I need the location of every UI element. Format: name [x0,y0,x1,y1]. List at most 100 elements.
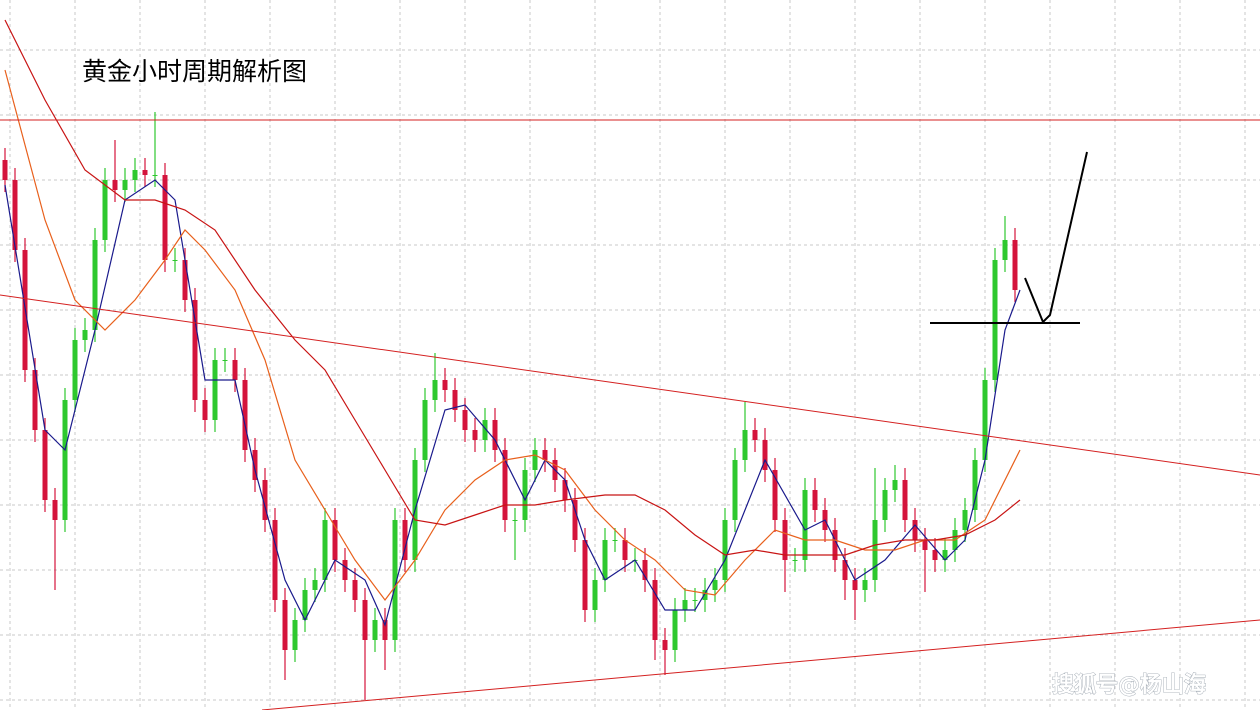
candle-body [532,450,538,470]
candle-body [762,440,768,470]
candle-body [812,490,818,510]
candle-body [752,430,758,440]
candle-body [2,160,8,180]
moving-average [4,179,1021,627]
candle-body [262,480,268,520]
candle-body [372,620,378,640]
candle-body [242,380,248,450]
candle-body [302,590,308,620]
trend-line-up [261,619,1260,710]
candle-body [772,470,778,520]
candle-body [232,360,238,380]
candle-body [202,400,208,420]
candle-body [172,260,178,261]
plot [2,19,1021,700]
candle-body [912,520,918,540]
moving-average [4,19,1021,556]
candle-body [992,260,998,380]
candle-body [292,620,298,650]
candle-body [212,360,218,420]
candle-body [462,410,468,430]
candle-body [1012,240,1018,290]
candle-body [682,600,688,610]
candle-body [192,300,198,400]
candle-body [72,340,78,400]
candle-body [712,580,718,590]
candle-body [592,580,598,610]
candle-body [452,390,458,410]
candle-body [782,520,788,560]
candle-body [1002,240,1008,260]
candle-body [672,610,678,650]
candle-body [122,180,128,190]
candle-body [692,600,698,601]
candle-body [652,580,658,640]
candle-body [432,380,438,400]
candle-body [492,420,498,450]
candle-body [542,450,548,460]
candle-body [702,590,708,600]
candle-body [832,530,838,560]
candle-body [42,430,48,500]
candle-body [662,640,668,650]
candle-body [932,550,938,560]
candle-body [892,480,898,490]
candle-body [862,580,868,590]
watermark: 搜狐号@杨山海 [1052,672,1206,698]
candle-body [92,240,98,330]
candle-body [362,600,368,640]
candle-body [62,400,68,520]
candle-body [472,430,478,440]
candle-body [392,520,398,640]
candle-body [482,420,488,440]
candle-body [252,450,258,480]
trend-line-down [0,294,1260,476]
forecast-path [1024,151,1088,324]
candle-body [792,560,798,561]
candle-body [882,490,888,520]
candle-body [442,380,448,390]
candle-body [942,550,948,560]
candle-body [282,600,288,650]
candle-body [112,180,118,190]
candle-body [12,180,18,250]
candle-body [852,580,858,590]
candle-body [982,380,988,460]
chart-title: 黄金小时周期解析图 [82,57,307,86]
candle-body [572,500,578,540]
candle-body [612,540,618,541]
candle-body [382,620,388,640]
candle-body [332,520,338,560]
candle-body [352,580,358,600]
candle-body [602,540,608,580]
candle-body [842,560,848,580]
candle-body [922,540,928,550]
candle-body [102,180,108,240]
candle-body [52,500,58,520]
candle-body [312,580,318,590]
candle-body [512,520,518,521]
candle-body [502,450,508,520]
candle-body [562,480,568,500]
moving-average [4,69,1021,601]
candle-body [622,540,628,560]
candle-body [802,490,808,560]
candle-body [902,480,908,520]
candle-body [322,520,328,580]
candle-body [742,430,748,460]
candle-body [582,540,588,610]
candle-body [522,470,528,520]
candle-body [422,400,428,460]
candle-body [162,175,168,260]
candle-body [722,520,728,580]
candle-body [272,520,278,600]
candle-body [132,170,138,180]
candle-body [142,170,148,175]
candle-body [222,360,228,361]
candle-body [182,260,188,300]
candle-body [732,460,738,520]
candle-body [402,520,408,560]
